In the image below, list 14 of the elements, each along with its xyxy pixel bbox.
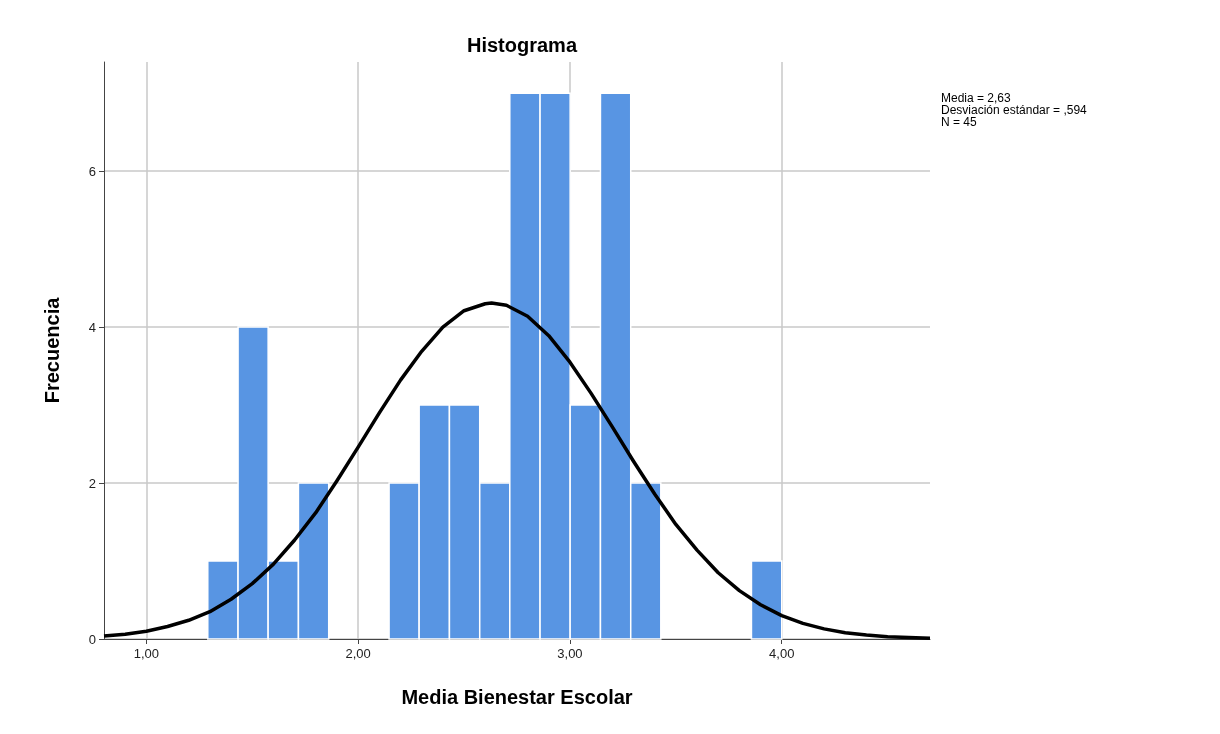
y-tick-label: 4 — [88, 319, 96, 335]
x-tick-label: 4,00 — [769, 646, 795, 661]
x-axis-title: Media Bienestar Escolar — [401, 686, 633, 708]
x-tick-label: 3,00 — [557, 646, 583, 661]
y-tick-label: 2 — [88, 475, 96, 491]
x-tick-label: 2,00 — [345, 646, 371, 661]
y-tick-label: 0 — [88, 631, 96, 647]
text: N = 45 — [941, 115, 978, 129]
text: Desviación estándar = ,594 — [941, 103, 1088, 117]
chart-title: Histograma — [466, 34, 578, 56]
text: Media = 2,63 — [941, 91, 1012, 105]
x-tick-label: 1,00 — [133, 646, 160, 661]
y-axis-title: Frecuencia — [41, 296, 63, 404]
y-tick-label: 6 — [88, 163, 96, 179]
